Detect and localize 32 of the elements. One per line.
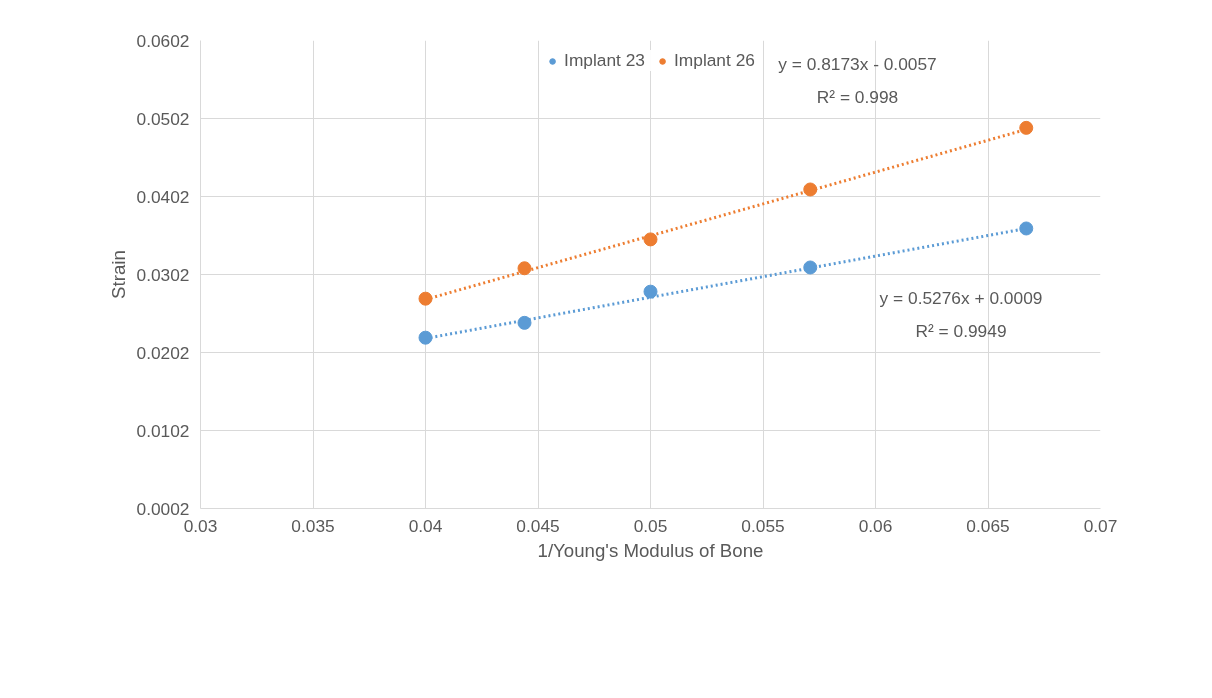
y-tick-label: 0.0202: [136, 342, 190, 363]
point: [643, 284, 658, 299]
y-tick-label: 0.0102: [136, 420, 190, 441]
y-tick-label: 0.0402: [136, 186, 190, 207]
y-tick-label: 0.0602: [136, 30, 190, 51]
y-tick-label: 0.0502: [136, 108, 190, 129]
point: [803, 260, 818, 275]
point: [418, 291, 433, 306]
point: [1019, 221, 1034, 236]
point: [517, 315, 532, 330]
y-axis-title: Strain: [107, 250, 129, 299]
x-tick-label: 0.055: [741, 515, 785, 536]
annotation: R² = 0.998: [816, 86, 899, 107]
x-tick-label: 0.04: [408, 515, 443, 536]
x-tick-label: 0.065: [966, 515, 1010, 536]
point: [418, 330, 433, 345]
point: [517, 261, 532, 276]
x-tick-label: 0.06: [858, 515, 893, 536]
x-tick-label: 0.035: [291, 515, 335, 536]
point: [643, 232, 658, 247]
annotation: y = 0.8173x - 0.0057: [778, 53, 937, 74]
x-tick-label: 0.05: [633, 515, 668, 536]
legend-label: Implant 26: [674, 50, 755, 71]
legend-label: Implant 23: [564, 50, 645, 71]
point: [1019, 120, 1034, 135]
point: [803, 182, 818, 197]
x-tick-label: 0.045: [516, 515, 560, 536]
y-tick-label: 0.0302: [136, 264, 190, 285]
annotation: R² = 0.9949: [915, 320, 1007, 341]
x-tick-label: 0.07: [1083, 515, 1118, 536]
annotation: y = 0.5276x + 0.0009: [879, 287, 1043, 308]
x-axis-title: 1/Young's Modulus of Bone: [537, 539, 764, 561]
